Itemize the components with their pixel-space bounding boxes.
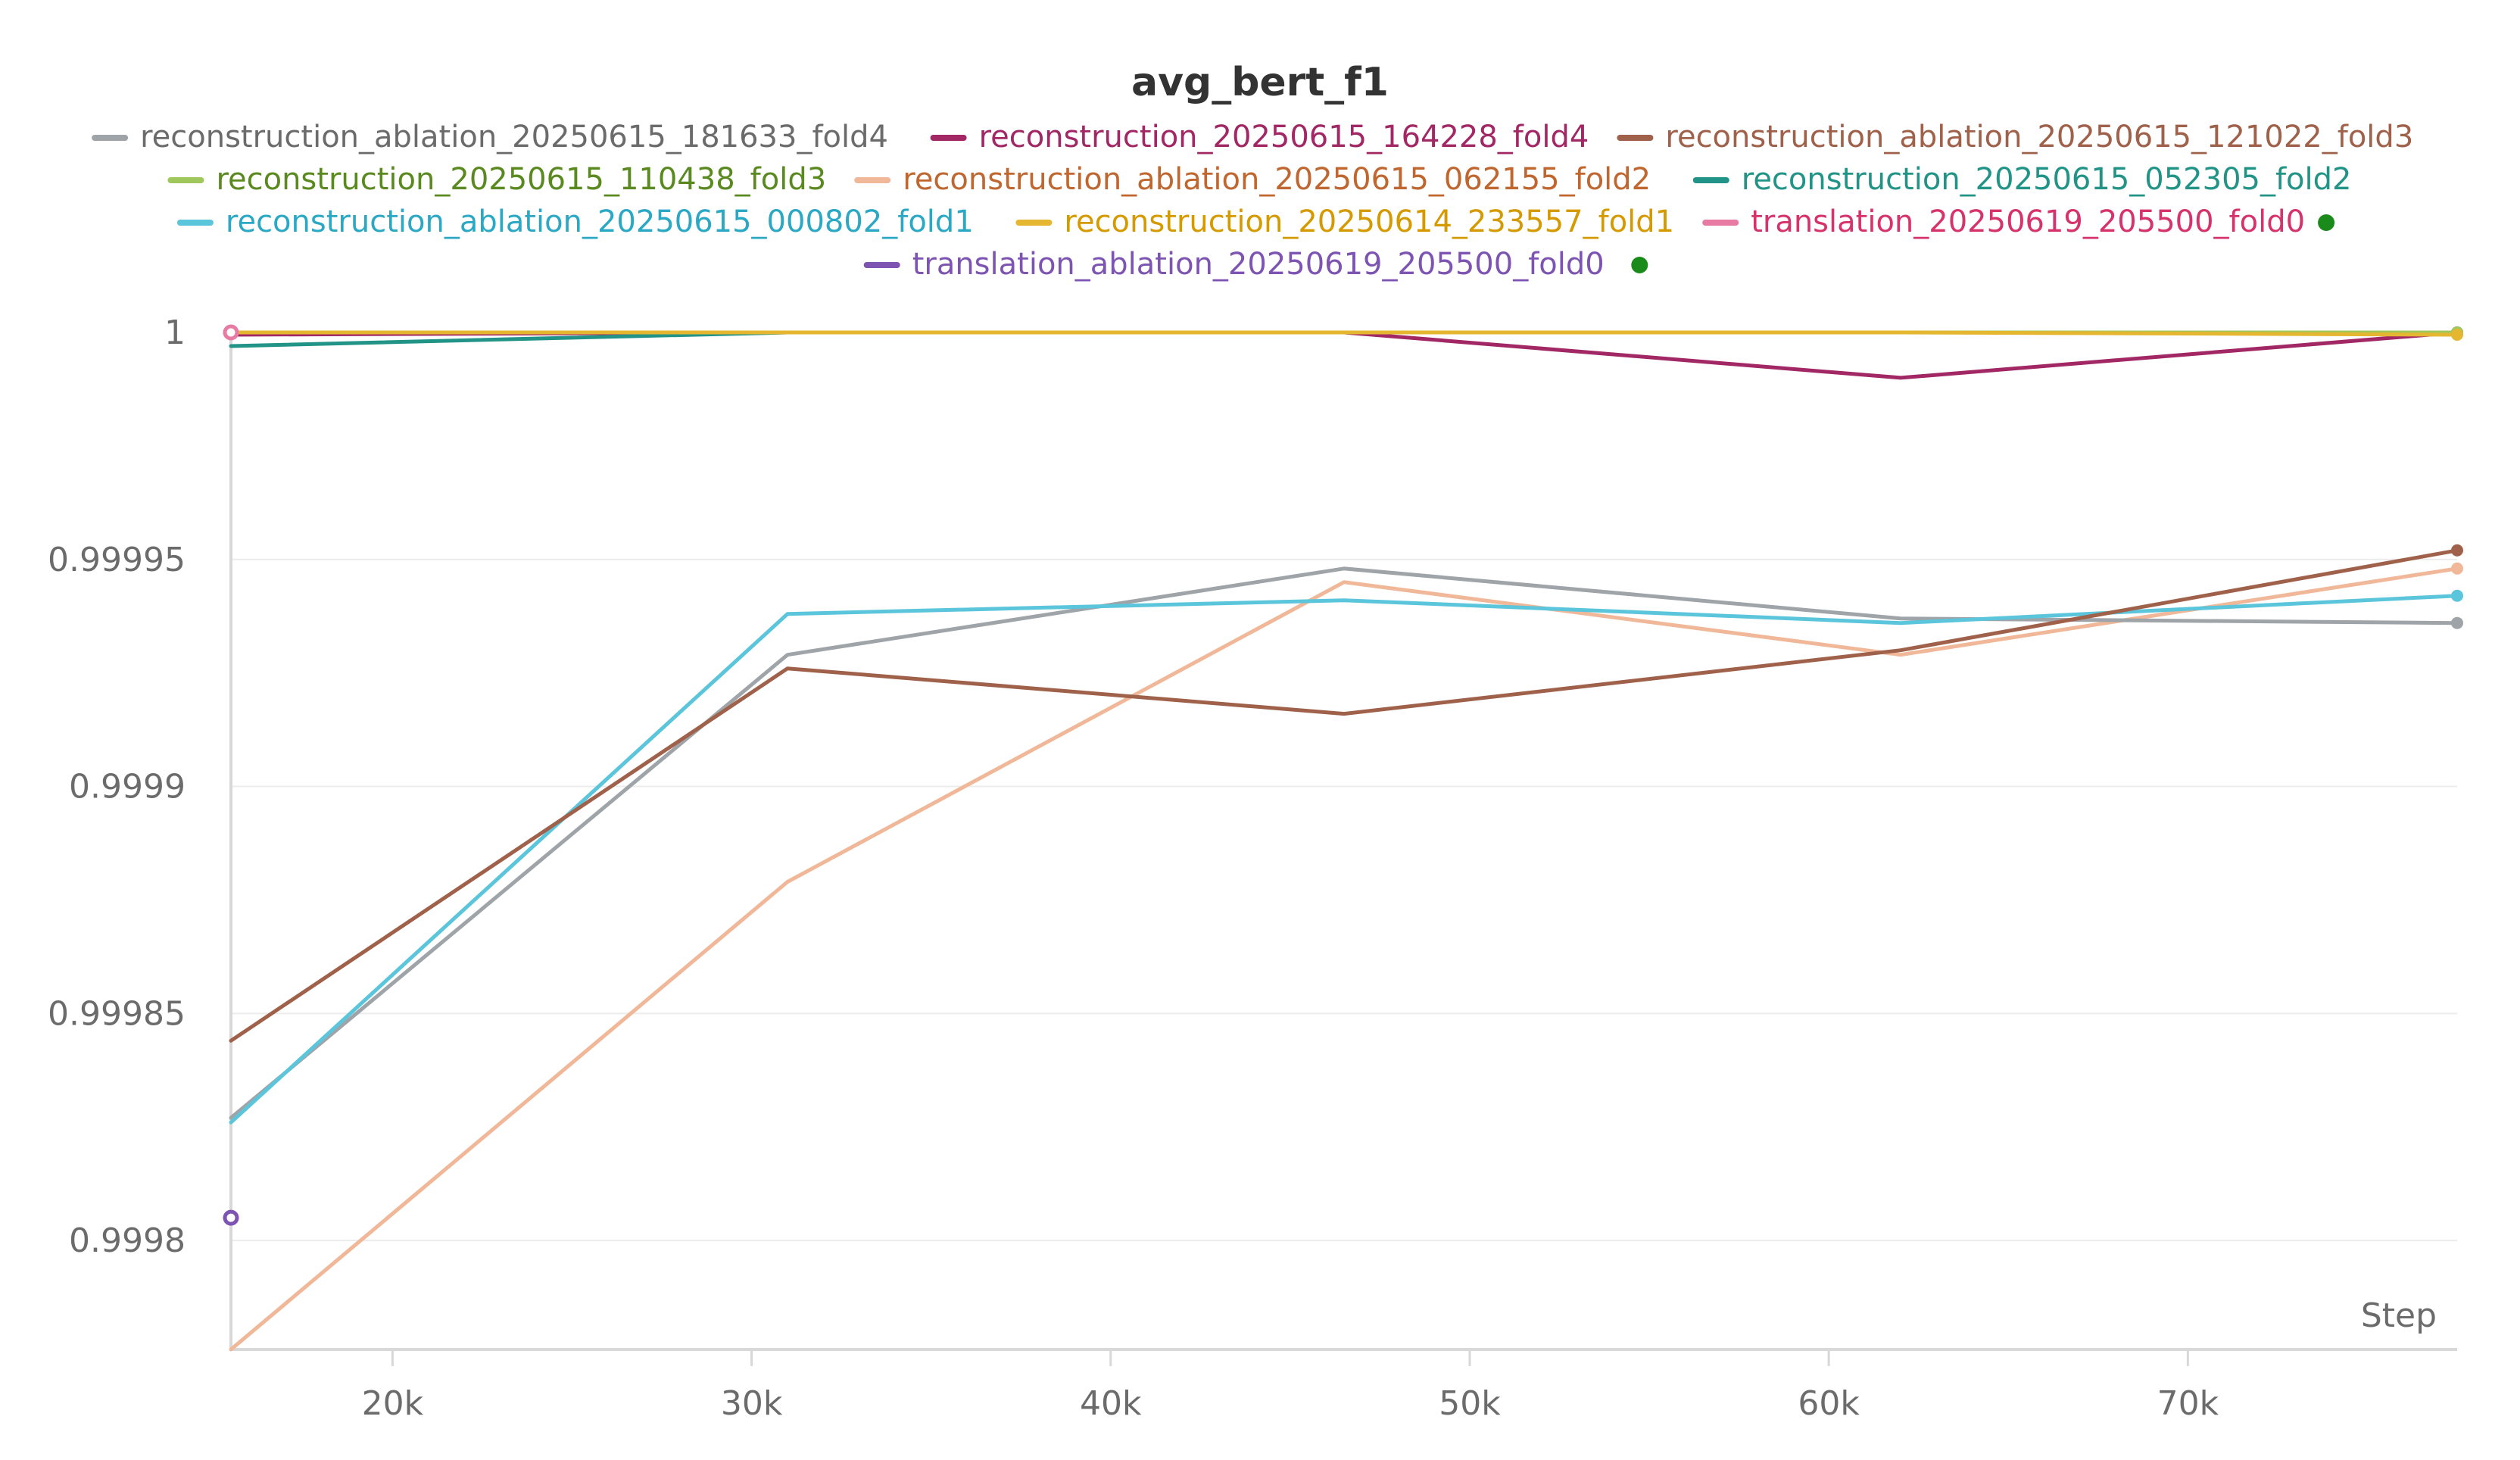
axes: 20k 30k 40k 50k 60k 70k (229, 326, 2457, 1423)
x-tick-label: 60k (1798, 1384, 1860, 1423)
series-end-point-4 (2451, 562, 2463, 575)
running-status-icon (1631, 257, 1648, 273)
x-tick-label: 50k (1439, 1384, 1501, 1423)
series-end-point-0 (2451, 616, 2463, 629)
series-line-0 (229, 566, 2459, 1120)
legend-label: translation_ablation_20250619_205500_fol… (912, 247, 1605, 282)
series-end-point-6 (2451, 589, 2463, 602)
series-point-9 (223, 1209, 239, 1226)
legend-label: translation_20250619_205500_fold0 (1751, 204, 2305, 239)
legend-label: reconstruction_ablation_20250615_121022_… (1665, 120, 2413, 154)
running-status-icon (2318, 214, 2335, 231)
series-end-point-2 (2451, 544, 2463, 557)
chart-title: avg_bert_f1 (1131, 60, 1389, 105)
y-tick-label: 0.9998 (69, 1221, 186, 1260)
series-lines (229, 330, 2459, 1352)
series-point-8 (223, 324, 239, 341)
legend-label: reconstruction_ablation_20250615_000802_… (226, 204, 974, 239)
series-line-7 (229, 330, 2459, 337)
legend-label: reconstruction_20250615_052305_fold2 (1742, 162, 2352, 197)
legend-label: reconstruction_20250615_164228_fold4 (979, 120, 1589, 154)
legend-label: reconstruction_ablation_20250615_181633_… (140, 120, 888, 154)
series-line-6 (229, 594, 2459, 1125)
x-tick-label: 40k (1080, 1384, 1142, 1423)
x-tick-label: 20k (362, 1384, 424, 1423)
y-tick-label: 1 (164, 314, 186, 352)
series-end-point-7 (2451, 328, 2463, 341)
legend-label: reconstruction_20250615_110438_fold3 (216, 162, 826, 197)
x-tick-label: 30k (721, 1384, 783, 1423)
grid-lines: 0.9998 0.99985 0.9999 0.99995 1 (48, 314, 2457, 1260)
legend-label: reconstruction_20250614_233557_fold1 (1064, 204, 1674, 239)
y-tick-label: 0.99995 (48, 541, 186, 579)
y-tick-label: 0.99985 (48, 994, 186, 1033)
series-line-2 (229, 548, 2459, 1043)
y-tick-label: 0.9999 (69, 768, 186, 806)
legend-label: reconstruction_ablation_20250615_062155_… (903, 162, 1651, 197)
series-markers (223, 324, 2463, 1226)
series-line-4 (229, 566, 2459, 1352)
x-tick-label: 70k (2157, 1384, 2219, 1423)
legend: reconstruction_ablation_20250615_181633_… (92, 120, 2413, 282)
x-axis-label: Step (2361, 1296, 2437, 1335)
